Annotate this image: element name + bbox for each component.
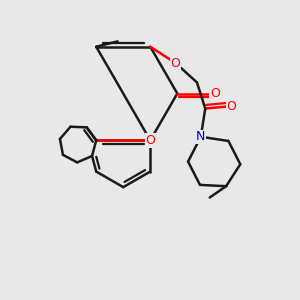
Text: N: N [196, 130, 206, 143]
Text: O: O [210, 87, 220, 100]
Text: O: O [145, 134, 155, 147]
Text: O: O [226, 100, 236, 113]
Text: O: O [171, 57, 181, 70]
